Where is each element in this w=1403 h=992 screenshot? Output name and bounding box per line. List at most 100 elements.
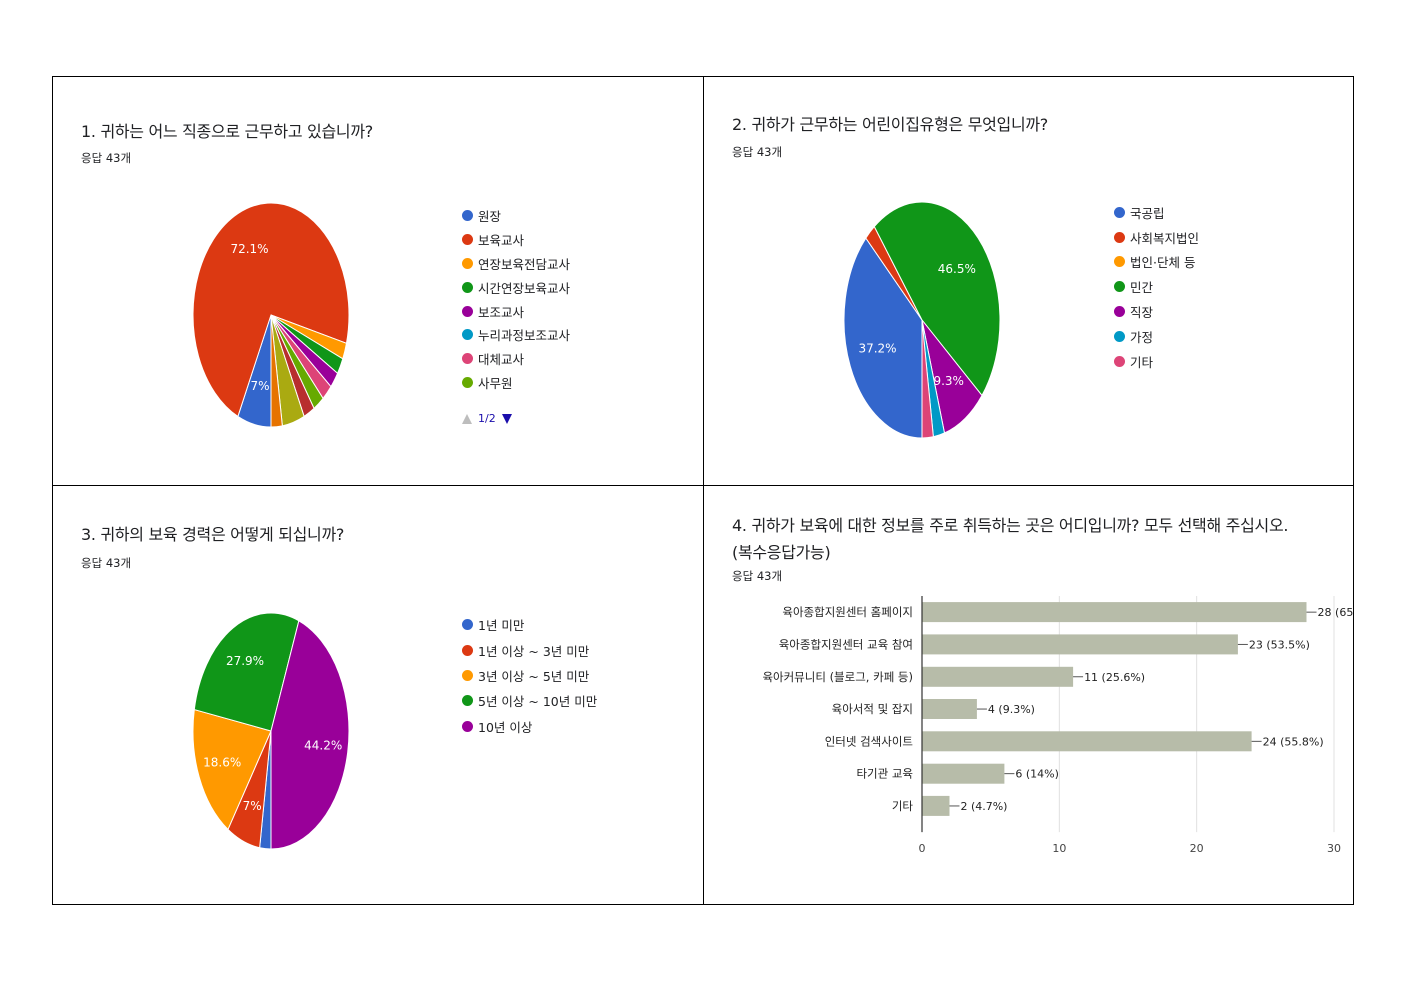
- x-tick-label: 10: [1052, 842, 1066, 855]
- legend-label: 국공립: [1130, 205, 1165, 221]
- legend-label: 대체교사: [478, 352, 525, 368]
- bar-value-label: 4 (9.3%): [988, 703, 1035, 716]
- legend-item[interactable]: 5년 이상 ~ 10년 미만: [462, 688, 597, 713]
- legend-item[interactable]: 사회복지법인: [1114, 225, 1199, 250]
- y-category-label: 타기관 교육: [856, 767, 913, 781]
- pie-slice-label: 72.1%: [230, 242, 268, 256]
- pie-slice-label: 7%: [250, 379, 269, 393]
- legend-swatch: [462, 305, 473, 317]
- legend-item[interactable]: 1년 미만: [462, 612, 597, 637]
- chart-grid-frame: 1. 귀하는 어느 직종으로 근무하고 있습니까? 응답 43개 7% 72.1%…: [52, 76, 1354, 905]
- bar[interactable]: [922, 699, 977, 719]
- pie-slice[interactable]: [270, 314, 283, 428]
- legend-swatch: [462, 376, 473, 388]
- legend-item[interactable]: 3년 이상 ~ 5년 미만: [462, 663, 597, 688]
- legend-item[interactable]: 사무원: [462, 371, 570, 395]
- legend-item[interactable]: 직장: [1114, 299, 1199, 324]
- legend-swatch: [462, 281, 473, 293]
- legend-swatch: [462, 257, 473, 269]
- y-category-label: 육아서적 및 잡지: [832, 702, 913, 716]
- q3-legend: 1년 미만 1년 이상 ~ 3년 미만 3년 이상 ~ 5년 미만 5년 이상 ~ 1…: [462, 612, 597, 739]
- legend-swatch: [462, 353, 473, 365]
- y-category-label: 육아종합지원센터 홈페이지: [782, 605, 913, 619]
- pie-slice[interactable]: [193, 612, 300, 732]
- legend-swatch: [1114, 355, 1125, 367]
- legend-item[interactable]: 대체교사: [462, 347, 570, 371]
- legend-item[interactable]: 연장보육전담교사: [462, 252, 570, 276]
- q2-pie-chart: 37.2% 46.5% 9.3%: [843, 201, 1001, 439]
- legend-label: 사회복지법인: [1130, 230, 1200, 246]
- bar[interactable]: [922, 763, 1005, 784]
- bar-value-label: 6 (14%): [1015, 768, 1059, 781]
- legend-item[interactable]: 원장: [462, 204, 570, 228]
- q3-title: 3. 귀하의 보육 경력은 어떻게 되십니까?: [81, 525, 345, 544]
- legend-swatch: [462, 644, 473, 656]
- legend-swatch: [1114, 281, 1125, 293]
- bar-value-label: 2 (4.7%): [960, 800, 1007, 813]
- legend-swatch: [462, 695, 473, 707]
- bar[interactable]: [922, 666, 1074, 687]
- pie-slice[interactable]: [192, 708, 272, 831]
- legend-item[interactable]: 법인·단체 등: [1114, 250, 1199, 275]
- pie-slice[interactable]: [843, 237, 923, 439]
- legend-swatch: [462, 669, 473, 681]
- legend-item[interactable]: 보육교사: [462, 228, 570, 252]
- bar-value-label: 28 (65.1%): [1318, 606, 1354, 619]
- q2-response-count: 응답 43개: [732, 145, 783, 159]
- legend-swatch: [1114, 256, 1125, 268]
- legend-label: 가정: [1130, 329, 1154, 345]
- legend-label: 1년 이상 ~ 3년 미만: [478, 643, 590, 659]
- q2-title: 2. 귀하가 근무하는 어린이집유형은 무엇입니까?: [732, 115, 1048, 134]
- pie-slice[interactable]: [873, 201, 1001, 397]
- panel-q4: 4. 귀하가 보육에 대한 정보를 주로 취득하는 곳은 어디입니까? 모두 선…: [704, 486, 1354, 904]
- legend-swatch: [462, 329, 473, 341]
- pie-slice[interactable]: [270, 620, 350, 850]
- legend-item[interactable]: 국공립: [1114, 200, 1199, 225]
- bar[interactable]: [922, 602, 1307, 623]
- legend-label: 누리과정보조교사: [478, 328, 571, 344]
- q4-bar-chart: 0 10 20 30 육아종합지원센터 홈페이지 28 (65.1%) 육아종합지원센터 교…: [762, 596, 1354, 855]
- legend-page-indicator: 1/2: [478, 412, 496, 426]
- x-tick-label: 30: [1327, 842, 1341, 855]
- bar[interactable]: [922, 634, 1238, 655]
- y-category-label: 육아종합지원센터 교육 참여: [779, 637, 913, 651]
- pie-slice-label: 7%: [243, 799, 262, 813]
- q1-pie-chart: 7% 72.1%: [192, 202, 350, 428]
- pie-slice[interactable]: [921, 319, 934, 439]
- legend-item[interactable]: 가정: [1114, 324, 1199, 349]
- panel-q1: 1. 귀하는 어느 직종으로 근무하고 있습니까? 응답 43개 7% 72.1%…: [53, 77, 703, 485]
- legend-item[interactable]: 시간연장보육교사: [462, 275, 570, 299]
- legend-swatch: [462, 210, 473, 222]
- q4-response-count: 응답 43개: [732, 569, 783, 583]
- pie-slice[interactable]: [192, 202, 350, 418]
- bar[interactable]: [922, 731, 1252, 752]
- legend-next-page-icon[interactable]: [501, 413, 512, 424]
- panel-divider-vertical: [703, 77, 704, 904]
- bar-value-label: 24 (55.8%): [1263, 735, 1324, 748]
- legend-label: 연장보육전담교사: [478, 256, 571, 272]
- legend-label: 직장: [1130, 305, 1154, 321]
- legend-label: 기타: [1130, 354, 1154, 370]
- legend-label: 1년 미만: [478, 618, 525, 634]
- legend-swatch: [462, 234, 473, 246]
- legend-item[interactable]: 누리과정보조교사: [462, 323, 570, 347]
- pie-slice-label: 27.9%: [226, 654, 264, 668]
- legend-swatch: [1114, 206, 1125, 218]
- legend-item[interactable]: 보조교사: [462, 299, 570, 323]
- pie-slice-label: 37.2%: [858, 342, 896, 356]
- q1-title: 1. 귀하는 어느 직종으로 근무하고 있습니까?: [81, 122, 373, 141]
- legend-pager: 1/2: [462, 412, 570, 425]
- y-category-label: 육아커뮤니티 (블로그, 카페 등): [762, 670, 913, 684]
- legend-item[interactable]: 기타: [1114, 349, 1199, 374]
- legend-swatch: [462, 720, 473, 732]
- y-category-label: 인터넷 검색사이트: [825, 734, 913, 748]
- legend-item[interactable]: 1년 이상 ~ 3년 미만: [462, 637, 597, 662]
- legend-label: 10년 이상: [478, 719, 533, 735]
- legend-item[interactable]: 민간: [1114, 274, 1199, 299]
- bar[interactable]: [922, 795, 950, 816]
- legend-item[interactable]: 10년 이상: [462, 714, 597, 739]
- legend-label: 보육교사: [478, 233, 525, 249]
- legend-prev-page-icon[interactable]: [462, 413, 472, 424]
